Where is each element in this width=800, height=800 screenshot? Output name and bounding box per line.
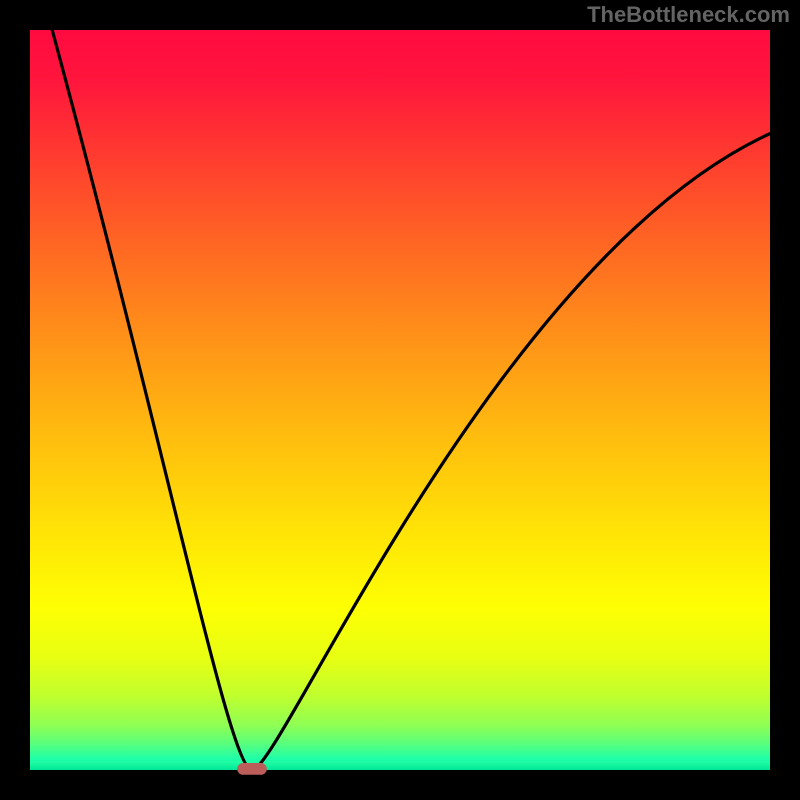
watermark-text: TheBottleneck.com (587, 2, 790, 28)
vertex-marker (237, 763, 267, 775)
chart-container: TheBottleneck.com (0, 0, 800, 800)
bottleneck-chart (0, 0, 800, 800)
